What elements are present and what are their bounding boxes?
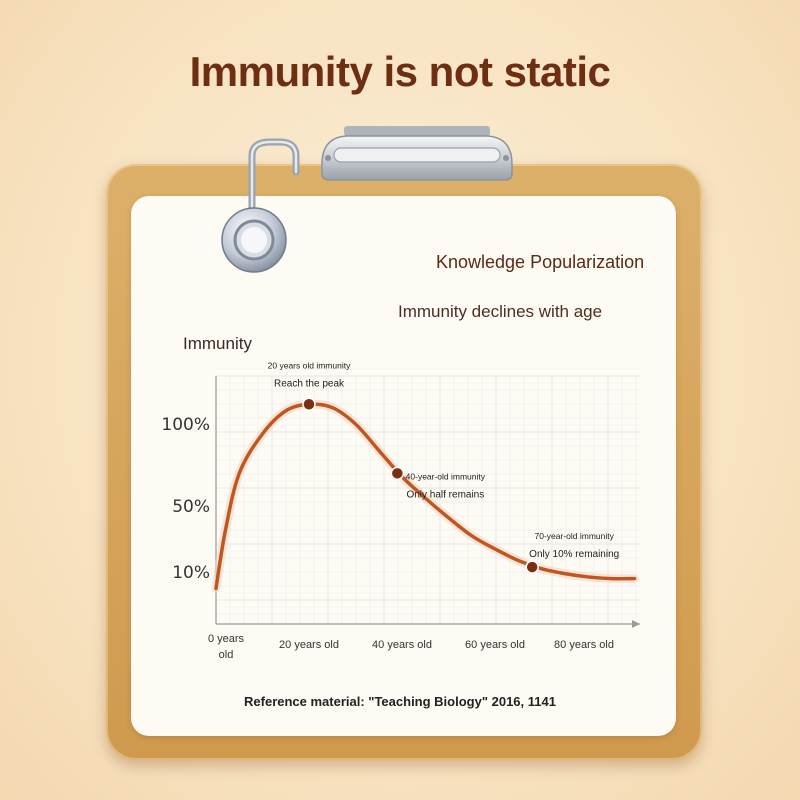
y-tick-label: 10% — [172, 563, 210, 583]
data-point-marker — [302, 397, 316, 412]
y-tick-label: 100% — [161, 415, 210, 435]
x-tick-label: 60 years old — [465, 639, 525, 651]
knowledge-popularization-label: Knowledge Popularization — [436, 252, 645, 272]
data-point-marker — [525, 560, 539, 574]
x-tick-label: 80 years old — [554, 639, 614, 651]
page-title: Immunity is not static — [189, 48, 611, 95]
clipboard-clip-icon — [321, 126, 513, 181]
x-tick-label: 40 years old — [372, 639, 432, 651]
data-annotation-label: 40-year-old immunity — [406, 471, 486, 481]
y-axis-label: Immunity — [183, 334, 252, 353]
data-annotation-label: 20 years old immunity — [268, 360, 351, 370]
data-annotation-label: Reach the peak — [274, 378, 345, 389]
paper-ring-icon — [221, 138, 300, 273]
data-annotation-label: Only 10% remaining — [529, 549, 619, 560]
clipboard-paper — [131, 196, 676, 736]
data-annotation-label: Only half remains — [406, 489, 484, 500]
chart-subtitle: Immunity declines with age — [398, 302, 603, 321]
data-point-marker — [390, 466, 405, 481]
x-axis-arrow — [632, 620, 640, 628]
x-tick-label: 20 years old — [279, 639, 339, 651]
series-line — [214, 402, 637, 591]
data-annotation-label: 70-year-old immunity — [535, 531, 615, 541]
y-tick-label: 50% — [172, 497, 210, 517]
chart-grid — [215, 375, 640, 624]
x-tick-label: 0 years old — [208, 633, 245, 661]
reference-note: Reference material: "Teaching Biology" 2… — [244, 694, 556, 709]
